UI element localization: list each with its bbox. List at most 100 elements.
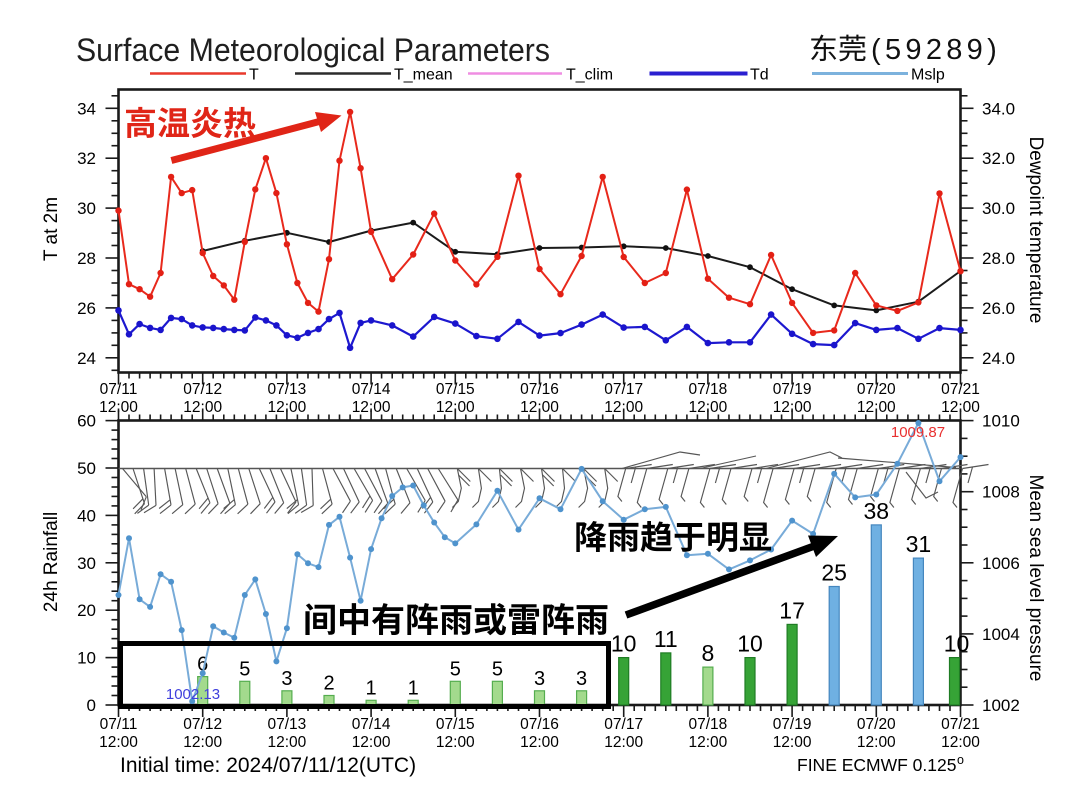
svg-text:2: 2	[323, 673, 334, 695]
svg-text:1002.13: 1002.13	[166, 686, 220, 703]
svg-text:T_mean: T_mean	[394, 67, 453, 84]
svg-text:07/19: 07/19	[773, 716, 812, 733]
svg-text:o: o	[957, 753, 964, 767]
svg-text:07/21: 07/21	[941, 716, 980, 733]
svg-text:1010: 1010	[982, 412, 1020, 431]
svg-text:31: 31	[906, 531, 932, 557]
svg-text:12:00: 12:00	[773, 734, 812, 751]
svg-text:12:00: 12:00	[520, 399, 559, 416]
svg-text:12:00: 12:00	[436, 734, 475, 751]
svg-text:1: 1	[366, 677, 377, 699]
svg-text:0: 0	[87, 696, 96, 715]
svg-text:07/15: 07/15	[436, 716, 475, 733]
svg-text:10: 10	[611, 631, 637, 657]
svg-text:12:00: 12:00	[941, 734, 980, 751]
svg-text:07/12: 07/12	[183, 381, 222, 398]
svg-text:Mslp: Mslp	[911, 67, 945, 84]
svg-text:12:00: 12:00	[520, 734, 559, 751]
svg-text:11: 11	[654, 626, 678, 652]
svg-text:1: 1	[408, 677, 419, 699]
svg-text:12:00: 12:00	[604, 399, 643, 416]
svg-text:30: 30	[77, 554, 96, 573]
svg-text:34: 34	[77, 99, 96, 118]
svg-text:38: 38	[864, 498, 890, 524]
svg-text:8: 8	[702, 640, 715, 666]
svg-text:Td: Td	[750, 67, 769, 84]
svg-text:07/16: 07/16	[520, 381, 559, 398]
svg-text:07/11: 07/11	[100, 716, 138, 733]
svg-text:12:00: 12:00	[773, 399, 812, 416]
svg-text:07/15: 07/15	[436, 381, 475, 398]
svg-text:12:00: 12:00	[857, 399, 896, 416]
svg-text:12:00: 12:00	[99, 399, 138, 416]
svg-text:FINE ECMWF 0.125: FINE ECMWF 0.125	[797, 755, 956, 775]
svg-text:28: 28	[77, 249, 96, 268]
svg-text:25: 25	[821, 560, 847, 586]
svg-text:24: 24	[77, 349, 96, 368]
svg-text:12:00: 12:00	[436, 399, 475, 416]
svg-text:07/18: 07/18	[689, 381, 728, 398]
svg-text:34.0: 34.0	[982, 99, 1015, 118]
svg-text:07/13: 07/13	[268, 381, 307, 398]
svg-text:30: 30	[77, 199, 96, 218]
svg-text:1006: 1006	[982, 554, 1020, 573]
svg-text:50: 50	[77, 459, 96, 478]
svg-text:07/12: 07/12	[183, 716, 222, 733]
svg-text:07/20: 07/20	[857, 716, 896, 733]
svg-text:20: 20	[77, 601, 96, 620]
svg-text:24h Rainfall: 24h Rainfall	[41, 512, 62, 612]
svg-text:10: 10	[77, 649, 96, 668]
svg-text:07/17: 07/17	[604, 716, 643, 733]
svg-text:10: 10	[737, 631, 763, 657]
svg-text:5: 5	[492, 658, 503, 680]
svg-text:60: 60	[77, 412, 96, 431]
svg-text:Mean sea level pressure: Mean sea level pressure	[1025, 475, 1046, 682]
svg-text:6: 6	[197, 654, 208, 676]
svg-text:12:00: 12:00	[941, 399, 980, 416]
svg-text:07/16: 07/16	[520, 716, 559, 733]
svg-text:12:00: 12:00	[857, 734, 896, 751]
svg-text:Dewpoint temperature: Dewpoint temperature	[1025, 137, 1046, 324]
svg-text:07/21: 07/21	[941, 381, 980, 398]
svg-text:3: 3	[281, 668, 292, 690]
svg-text:T: T	[249, 67, 259, 84]
svg-text:26.0: 26.0	[982, 299, 1015, 318]
svg-text:12:00: 12:00	[183, 734, 222, 751]
svg-text:Initial time: 2024/07/11/12(UT: Initial time: 2024/07/11/12(UTC)	[120, 754, 416, 777]
svg-text:40: 40	[77, 506, 96, 525]
svg-text:12:00: 12:00	[352, 734, 391, 751]
svg-text:07/11: 07/11	[100, 381, 138, 398]
svg-text:1008: 1008	[982, 483, 1020, 502]
svg-text:30.0: 30.0	[982, 199, 1015, 218]
svg-text:12:00: 12:00	[689, 399, 728, 416]
svg-text:07/14: 07/14	[352, 716, 391, 733]
svg-text:07/17: 07/17	[604, 381, 643, 398]
svg-text:1009.87: 1009.87	[891, 424, 945, 441]
svg-text:5: 5	[239, 658, 250, 680]
svg-text:12:00: 12:00	[352, 399, 391, 416]
svg-text:07/19: 07/19	[773, 381, 812, 398]
svg-text:07/20: 07/20	[857, 381, 896, 398]
svg-text:12:00: 12:00	[99, 734, 138, 751]
svg-text:12:00: 12:00	[268, 399, 307, 416]
svg-text:5: 5	[450, 658, 461, 680]
svg-text:1004: 1004	[982, 625, 1020, 644]
svg-text:17: 17	[779, 597, 805, 623]
svg-text:Surface Meteorological Paramet: Surface Meteorological Parameters	[76, 32, 550, 68]
svg-text:T at 2m: T at 2m	[41, 197, 62, 261]
svg-text:32: 32	[77, 149, 96, 168]
svg-text:12:00: 12:00	[183, 399, 222, 416]
svg-text:24.0: 24.0	[982, 349, 1015, 368]
svg-text:10: 10	[944, 631, 970, 657]
svg-text:26: 26	[77, 299, 96, 318]
svg-text:32.0: 32.0	[982, 149, 1015, 168]
svg-text:3: 3	[534, 668, 545, 690]
svg-text:12:00: 12:00	[689, 734, 728, 751]
svg-text:(59289): (59289)	[871, 34, 1001, 66]
svg-text:12:00: 12:00	[268, 734, 307, 751]
svg-text:28.0: 28.0	[982, 249, 1015, 268]
svg-text:07/13: 07/13	[268, 716, 307, 733]
svg-text:1002: 1002	[982, 696, 1020, 715]
svg-text:3: 3	[576, 668, 587, 690]
svg-text:12:00: 12:00	[604, 734, 643, 751]
